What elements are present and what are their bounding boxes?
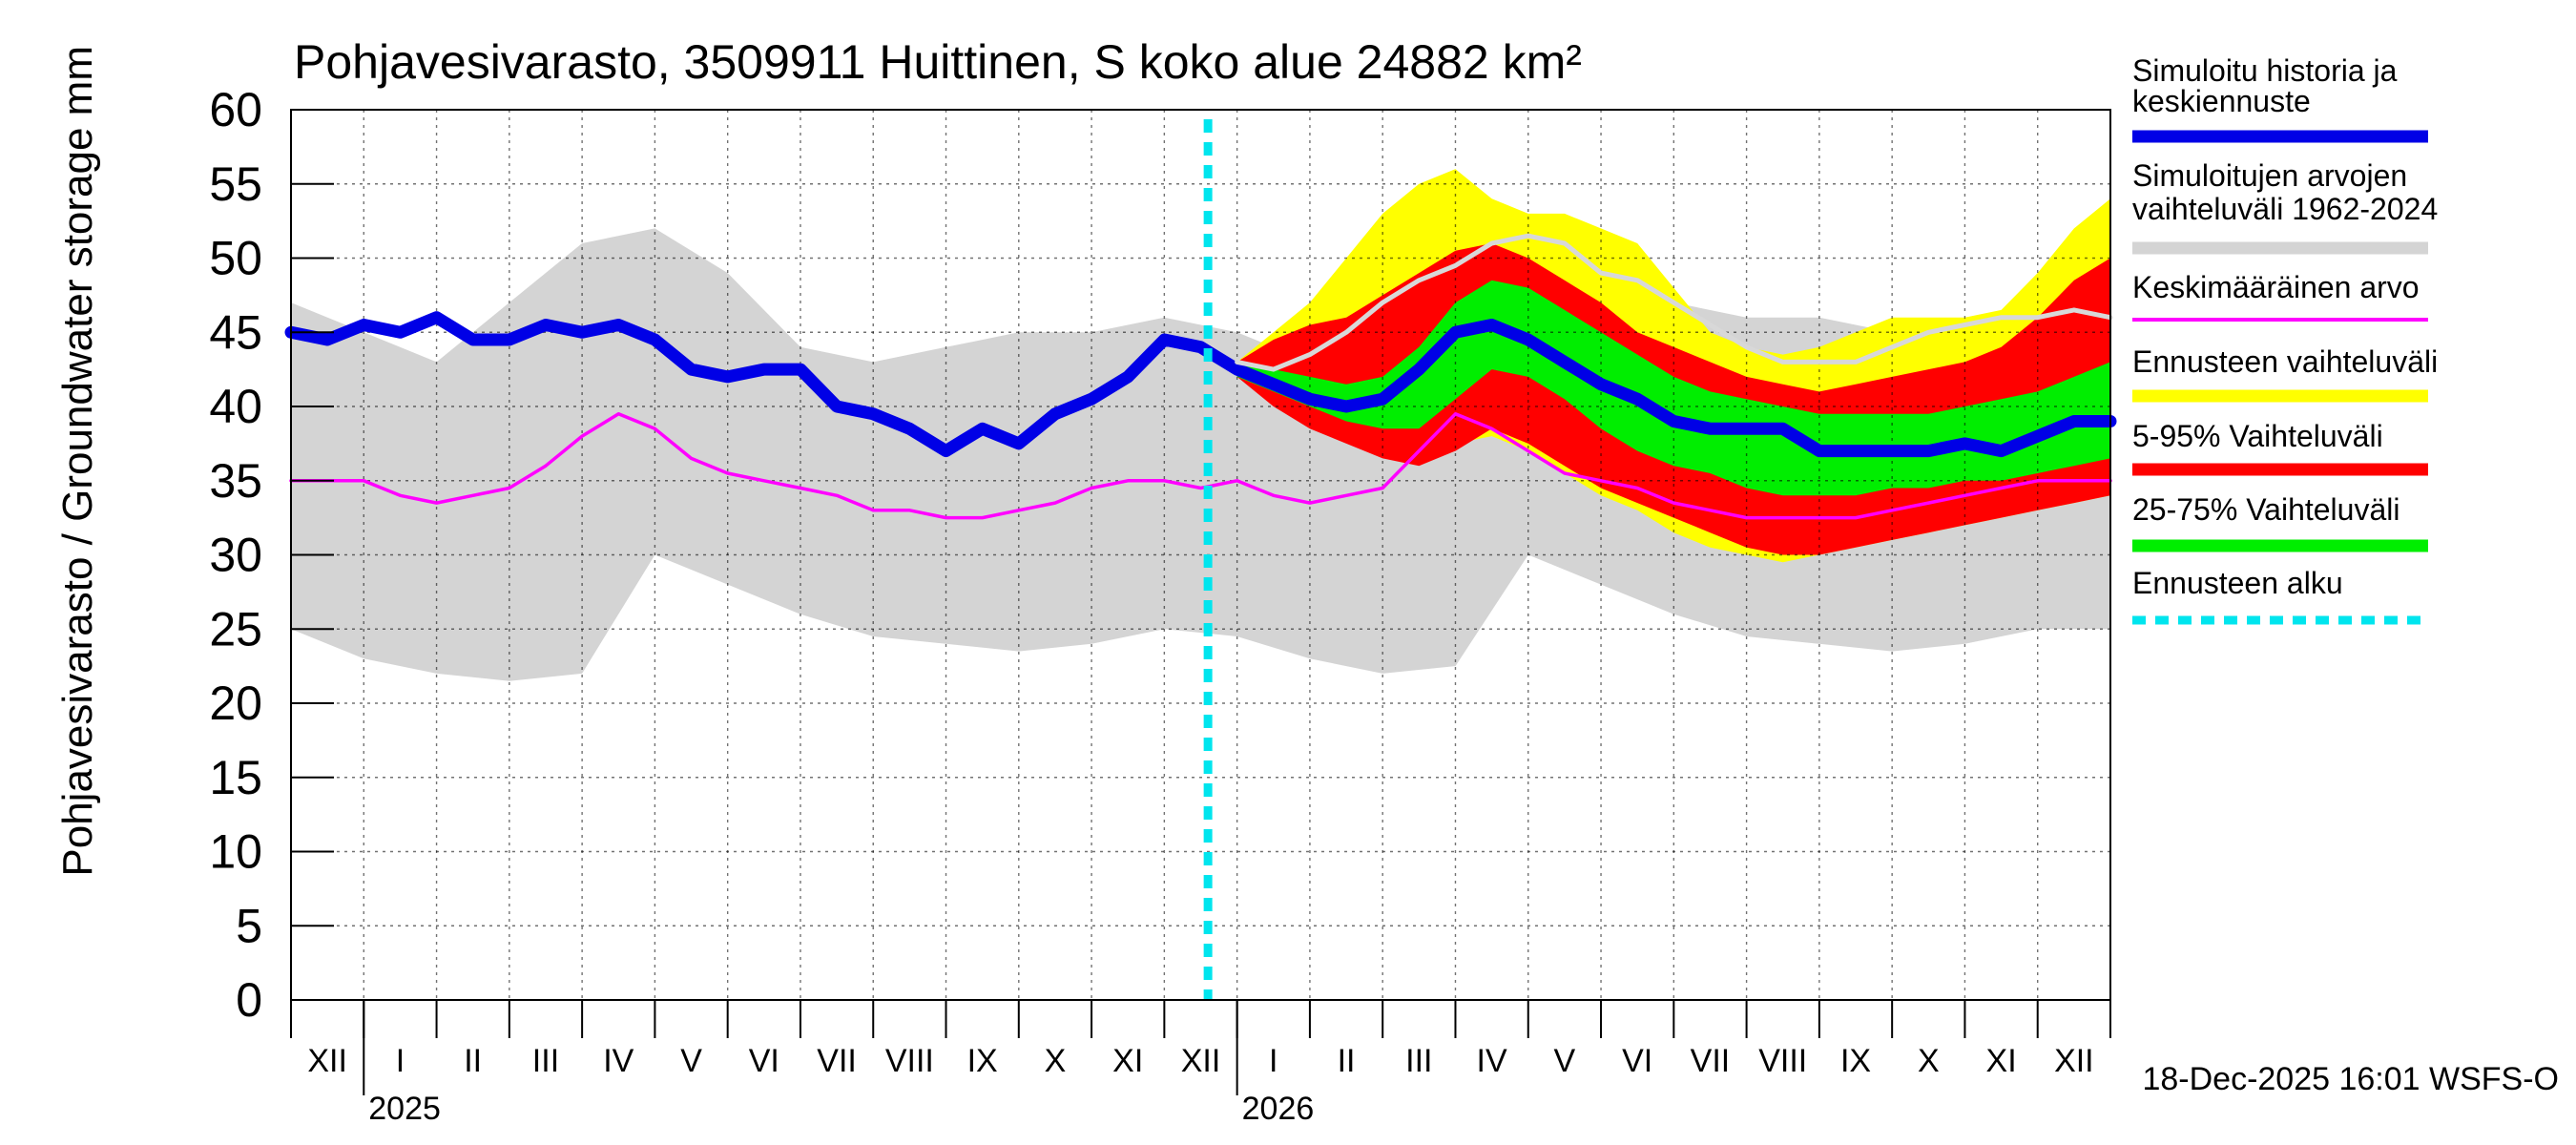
- legend-label-ennusteen-alku: Ennusteen alku: [2132, 566, 2343, 600]
- x-month-label-10: X: [1045, 1043, 1067, 1079]
- y-tick-label-35: 35: [209, 454, 262, 508]
- year-label-2025: 2025: [368, 1091, 441, 1127]
- grid-layer: [291, 109, 2110, 1001]
- x-month-label-12: XII: [1181, 1043, 1221, 1079]
- x-month-label-21: IX: [1840, 1043, 1871, 1079]
- legend-label-simuloitujen-arvojen-vaihteluvali-1962-2024-line1: Simuloitujen arvojen: [2132, 158, 2407, 193]
- series-line-simuloitu-historia-ja-keskiennuste: [284, 311, 2117, 458]
- series-line-simulated-median-light-grey-forecast: [1235, 233, 2113, 372]
- y-tick-label-50: 50: [209, 232, 262, 285]
- x-month-label-24: XII: [2054, 1043, 2094, 1079]
- x-month-label-15: III: [1405, 1043, 1432, 1079]
- x-month-label-7: VII: [817, 1043, 857, 1079]
- legend-label-simuloitu-historia-ja-keskiennuste-line1: Simuloitu historia ja: [2132, 53, 2398, 88]
- x-month-label-1: I: [396, 1043, 405, 1079]
- x-month-label-5: V: [680, 1043, 702, 1079]
- x-month-label-22: X: [1918, 1043, 1940, 1079]
- legend-label-keskimaarainen-arvo: Keskimääräinen arvo: [2132, 270, 2420, 304]
- legend-label-simuloitu-historia-ja-keskiennuste-line2: keskiennuste: [2132, 84, 2311, 118]
- y-tick-label-55: 55: [209, 157, 262, 211]
- x-month-label-2: II: [464, 1043, 482, 1079]
- x-month-label-9: IX: [967, 1043, 998, 1079]
- year-label-2026: 2026: [1242, 1091, 1315, 1127]
- y-tick-label-45: 45: [209, 305, 262, 359]
- x-month-label-6: VI: [749, 1043, 779, 1079]
- y-tick-label-15: 15: [209, 751, 262, 804]
- x-month-label-8: VIII: [885, 1043, 934, 1079]
- y-tick-label-30: 30: [209, 529, 262, 582]
- y-tick-label-20: 20: [209, 677, 262, 730]
- x-month-label-13: I: [1269, 1043, 1278, 1079]
- footer-timestamp: 18-Dec-2025 16:01 WSFS-O: [2142, 1061, 2559, 1097]
- x-month-label-0: XII: [307, 1043, 347, 1079]
- y-tick-label-5: 5: [236, 899, 262, 952]
- x-month-label-3: III: [532, 1043, 559, 1079]
- line-layer: [284, 119, 2117, 1000]
- x-month-label-14: II: [1338, 1043, 1356, 1079]
- legend-label-25-75-vaihteluvali: 25-75% Vaihteluväli: [2132, 492, 2399, 527]
- x-month-label-19: VII: [1691, 1043, 1731, 1079]
- x-month-label-23: XI: [1986, 1043, 2017, 1079]
- x-month-label-11: XI: [1112, 1043, 1143, 1079]
- x-month-label-17: V: [1554, 1043, 1576, 1079]
- x-month-label-16: IV: [1477, 1043, 1507, 1079]
- legend-label-ennusteen-vaihteluvali: Ennusteen vaihteluväli: [2132, 344, 2438, 379]
- x-month-label-18: VI: [1622, 1043, 1652, 1079]
- x-month-label-20: VIII: [1758, 1043, 1807, 1079]
- y-tick-label-40: 40: [209, 380, 262, 433]
- y-tick-label-60: 60: [209, 83, 262, 136]
- y-tick-label-10: 10: [209, 825, 262, 879]
- chart-title: Pohjavesivarasto, 3509911 Huittinen, S k…: [294, 35, 1582, 89]
- y-tick-label-0: 0: [236, 973, 262, 1027]
- y-axis-label: Pohjavesivarasto / Groundwater storage m…: [54, 46, 101, 877]
- legend-label-simuloitujen-arvojen-vaihteluvali-1962-2024-line2: vaihteluväli 1962-2024: [2132, 192, 2438, 226]
- series-line-keskimaarainen-arvo: [289, 412, 2112, 520]
- y-tick-label-25: 25: [209, 602, 262, 656]
- x-month-label-4: IV: [603, 1043, 634, 1079]
- legend-label-5-95-vaihteluvali: 5-95% Vaihteluväli: [2132, 419, 2383, 453]
